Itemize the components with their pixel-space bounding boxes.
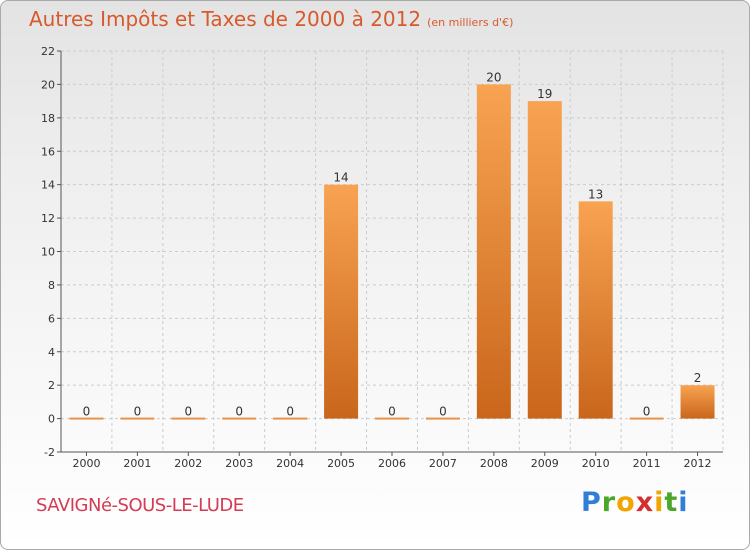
y-tick-label: 4 [48, 346, 55, 359]
bar [680, 385, 715, 419]
x-category-label: 2006 [378, 457, 406, 470]
y-tick-label: 22 [41, 45, 55, 58]
bar [120, 417, 155, 420]
bar [171, 417, 206, 420]
bar [578, 201, 613, 419]
logo-letter: x [635, 487, 655, 518]
x-category-label: 2007 [429, 457, 457, 470]
bar [425, 417, 460, 420]
chart-title-text: Autres Impôts et Taxes de 2000 à 2012 [29, 7, 422, 31]
bar [222, 417, 257, 420]
y-tick-label: 10 [41, 246, 55, 259]
axis-layer [57, 50, 723, 456]
y-tick-label: 0 [48, 413, 55, 426]
bar-value-label: 13 [588, 187, 603, 201]
y-tick-label: 2 [48, 379, 55, 392]
y-tick-label: 6 [48, 312, 55, 325]
logo-letter: t [664, 487, 679, 518]
bar [324, 184, 359, 419]
chart-title: Autres Impôts et Taxes de 2000 à 2012 (en… [29, 7, 513, 31]
grid-layer [60, 50, 724, 453]
bar-value-label: 0 [83, 405, 91, 419]
x-category-label: 2000 [72, 457, 100, 470]
x-category-label: 2008 [480, 457, 508, 470]
x-category-label: 2003 [225, 457, 253, 470]
logo-letter: P [581, 487, 602, 518]
x-category-label: 2001 [123, 457, 151, 470]
bar-value-label: 0 [388, 405, 396, 419]
y-tick-label: 18 [41, 112, 55, 125]
bar-value-label: 0 [184, 405, 192, 419]
y-tick-label: 8 [48, 279, 55, 292]
x-category-label: 2009 [531, 457, 559, 470]
chart-unit-label: (en milliers d'€) [427, 16, 514, 29]
bar-value-label: 0 [643, 405, 651, 419]
y-tick-label: 16 [41, 145, 55, 158]
x-category-label: 2012 [684, 457, 712, 470]
y-tick-label: 14 [41, 179, 55, 192]
logo-letter: r [601, 487, 617, 518]
label-layer: -202468101214161820220200002001020020200… [41, 45, 712, 470]
bar-value-label: 14 [333, 171, 348, 185]
bar [375, 417, 409, 420]
bar-value-label: 0 [439, 405, 447, 419]
bar [527, 101, 562, 419]
bar-value-label: 0 [134, 405, 142, 419]
bar-value-label: 0 [235, 405, 243, 419]
proxiti-logo: Proxiti [581, 487, 689, 518]
bar [476, 84, 511, 419]
bar-value-label: 2 [694, 371, 702, 385]
y-tick-label: 12 [41, 212, 55, 225]
logo-letter: i [654, 487, 665, 518]
bar [273, 417, 308, 420]
commune-name: SAVIGNé-SOUS-LE-LUDE [36, 495, 244, 516]
logo-letter: i [678, 487, 689, 518]
x-category-label: 2004 [276, 457, 304, 470]
bar-value-label: 19 [537, 87, 552, 101]
x-category-label: 2002 [174, 457, 202, 470]
bar-value-label: 0 [286, 405, 294, 419]
x-category-label: 2010 [582, 457, 610, 470]
bar-layer [69, 84, 715, 420]
bar [629, 417, 664, 420]
x-category-label: 2005 [327, 457, 355, 470]
x-category-label: 2011 [633, 457, 661, 470]
bar [69, 417, 104, 420]
logo-letter: o [616, 487, 636, 518]
y-tick-label: 20 [41, 78, 55, 91]
bar-value-label: 20 [486, 70, 501, 84]
y-tick-label: -2 [44, 446, 55, 459]
